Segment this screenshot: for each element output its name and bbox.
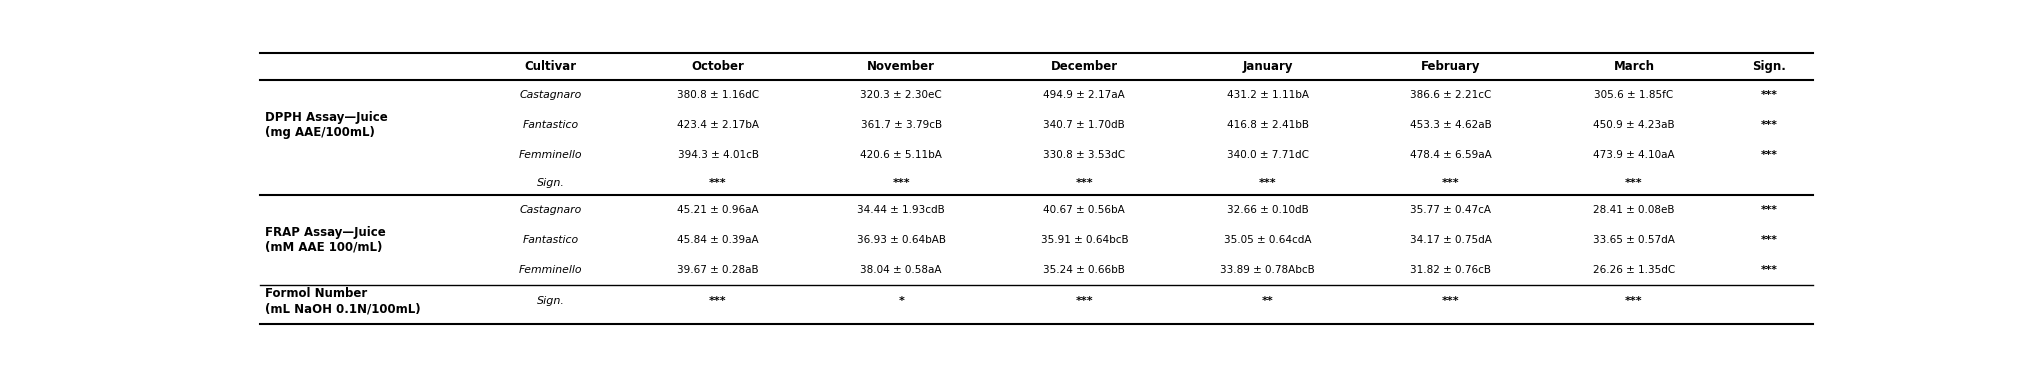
Text: ***: *** (1624, 178, 1643, 188)
Text: Castagnaro: Castagnaro (519, 205, 581, 215)
Text: ***: *** (1443, 178, 1459, 188)
Text: 34.17 ± 0.75dA: 34.17 ± 0.75dA (1411, 235, 1491, 245)
Text: ***: *** (1762, 120, 1778, 130)
Text: 453.3 ± 4.62aB: 453.3 ± 4.62aB (1411, 120, 1491, 130)
Text: 33.65 ± 0.57dA: 33.65 ± 0.57dA (1592, 235, 1675, 245)
Text: ***: *** (1762, 150, 1778, 160)
Text: March: March (1612, 60, 1655, 73)
Text: Femminello: Femminello (519, 150, 583, 160)
Text: December: December (1051, 60, 1118, 73)
Text: 423.4 ± 2.17bA: 423.4 ± 2.17bA (676, 120, 759, 130)
Text: Cultivar: Cultivar (525, 60, 577, 73)
Text: ***: *** (1762, 265, 1778, 275)
Text: February: February (1421, 60, 1481, 73)
Text: 330.8 ± 3.53dC: 330.8 ± 3.53dC (1043, 150, 1126, 160)
Text: Sign.: Sign. (537, 296, 565, 306)
Text: ***: *** (1762, 90, 1778, 100)
Text: 45.84 ± 0.39aA: 45.84 ± 0.39aA (678, 235, 759, 245)
Text: ***: *** (892, 178, 910, 188)
Text: Castagnaro: Castagnaro (519, 90, 581, 100)
Text: Fantastico: Fantastico (523, 235, 579, 245)
Text: ***: *** (1624, 296, 1643, 306)
Text: 394.3 ± 4.01cB: 394.3 ± 4.01cB (678, 150, 759, 160)
Text: October: October (692, 60, 745, 73)
Text: 420.6 ± 5.11bA: 420.6 ± 5.11bA (860, 150, 942, 160)
Text: ***: *** (1443, 296, 1459, 306)
Text: ***: *** (1076, 178, 1094, 188)
Text: 494.9 ± 2.17aA: 494.9 ± 2.17aA (1043, 90, 1126, 100)
Text: November: November (868, 60, 934, 73)
Text: 320.3 ± 2.30eC: 320.3 ± 2.30eC (860, 90, 942, 100)
Text: 35.24 ± 0.66bB: 35.24 ± 0.66bB (1043, 265, 1126, 275)
Text: 473.9 ± 4.10aA: 473.9 ± 4.10aA (1592, 150, 1675, 160)
Text: 431.2 ± 1.11bA: 431.2 ± 1.11bA (1227, 90, 1308, 100)
Text: **: ** (1261, 296, 1273, 306)
Text: 39.67 ± 0.28aB: 39.67 ± 0.28aB (678, 265, 759, 275)
Text: 45.21 ± 0.96aA: 45.21 ± 0.96aA (678, 205, 759, 215)
Text: 35.77 ± 0.47cA: 35.77 ± 0.47cA (1411, 205, 1491, 215)
Text: ***: *** (1762, 205, 1778, 215)
Text: ***: *** (1076, 296, 1094, 306)
Text: 36.93 ± 0.64bAB: 36.93 ± 0.64bAB (858, 235, 946, 245)
Text: 450.9 ± 4.23aB: 450.9 ± 4.23aB (1592, 120, 1675, 130)
Text: *: * (898, 296, 904, 306)
Text: ***: *** (708, 178, 726, 188)
Text: 26.26 ± 1.35dC: 26.26 ± 1.35dC (1592, 265, 1675, 275)
Text: 416.8 ± 2.41bB: 416.8 ± 2.41bB (1227, 120, 1308, 130)
Text: Formol Number
(mL NaOH 0.1N/100mL): Formol Number (mL NaOH 0.1N/100mL) (264, 287, 420, 315)
Text: 32.66 ± 0.10dB: 32.66 ± 0.10dB (1227, 205, 1308, 215)
Text: 361.7 ± 3.79cB: 361.7 ± 3.79cB (860, 120, 942, 130)
Text: 386.6 ± 2.21cC: 386.6 ± 2.21cC (1411, 90, 1491, 100)
Text: 35.05 ± 0.64cdA: 35.05 ± 0.64cdA (1223, 235, 1312, 245)
Text: 33.89 ± 0.78AbcB: 33.89 ± 0.78AbcB (1221, 265, 1316, 275)
Text: ***: *** (1762, 235, 1778, 245)
Text: ***: *** (708, 296, 726, 306)
Text: Sign.: Sign. (537, 178, 565, 188)
Text: 340.7 ± 1.70dB: 340.7 ± 1.70dB (1043, 120, 1126, 130)
Text: 28.41 ± 0.08eB: 28.41 ± 0.08eB (1592, 205, 1675, 215)
Text: 31.82 ± 0.76cB: 31.82 ± 0.76cB (1411, 265, 1491, 275)
Text: 478.4 ± 6.59aA: 478.4 ± 6.59aA (1411, 150, 1491, 160)
Text: DPPH Assay—Juice
(mg AAE/100mL): DPPH Assay—Juice (mg AAE/100mL) (264, 111, 387, 139)
Text: 38.04 ± 0.58aA: 38.04 ± 0.58aA (860, 265, 942, 275)
Text: FRAP Assay—Juice
(mM AAE 100/mL): FRAP Assay—Juice (mM AAE 100/mL) (264, 226, 385, 254)
Text: 35.91 ± 0.64bcB: 35.91 ± 0.64bcB (1041, 235, 1128, 245)
Text: ***: *** (1259, 178, 1275, 188)
Text: Sign.: Sign. (1752, 60, 1786, 73)
Text: Fantastico: Fantastico (523, 120, 579, 130)
Text: 380.8 ± 1.16dC: 380.8 ± 1.16dC (676, 90, 759, 100)
Text: 305.6 ± 1.85fC: 305.6 ± 1.85fC (1594, 90, 1673, 100)
Text: Femminello: Femminello (519, 265, 583, 275)
Text: 34.44 ± 1.93cdB: 34.44 ± 1.93cdB (858, 205, 944, 215)
Text: 340.0 ± 7.71dC: 340.0 ± 7.71dC (1227, 150, 1308, 160)
Text: January: January (1243, 60, 1294, 73)
Text: 40.67 ± 0.56bA: 40.67 ± 0.56bA (1043, 205, 1126, 215)
